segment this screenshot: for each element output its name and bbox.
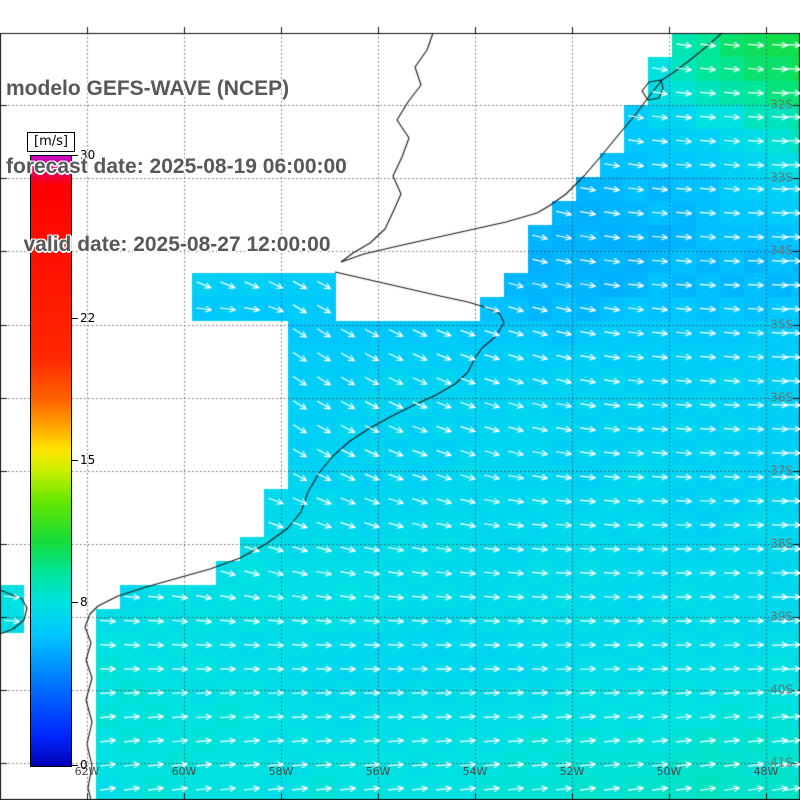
lon-label: 50W xyxy=(656,765,682,778)
model-name: modelo GEFS-WAVE (NCEP) xyxy=(6,77,290,100)
lat-label: 40S xyxy=(770,682,793,697)
lat-label: 33S xyxy=(770,170,793,185)
lon-label: 62W xyxy=(74,765,100,778)
colorbar xyxy=(30,155,72,767)
lon-label: 48W xyxy=(753,765,779,778)
colorbar-tick-label: 30 xyxy=(80,148,96,162)
colorbar-tick xyxy=(72,317,78,319)
title-block: modelo GEFS-WAVE (NCEP) forecast date: 2… xyxy=(6,24,347,310)
lat-label: 39S xyxy=(770,609,793,624)
lat-label: 37S xyxy=(770,463,793,478)
forecast-date: forecast date: 2025-08-19 06:00:00 xyxy=(6,155,347,178)
lon-label: 60W xyxy=(171,765,197,778)
colorbar-unit-label: [m/s] xyxy=(27,132,75,152)
colorbar-tick xyxy=(72,602,78,604)
lat-label: 35S xyxy=(770,317,793,332)
lat-label: 36S xyxy=(770,390,793,405)
lon-label: 58W xyxy=(268,765,294,778)
lat-label: 32S xyxy=(770,97,793,112)
colorbar-tick-label: 22 xyxy=(80,310,96,325)
lon-label: 56W xyxy=(365,765,391,778)
colorbar-tick-label: 8 xyxy=(80,595,88,610)
colorbar-tick-label: 15 xyxy=(80,453,96,467)
colorbar-tick-label: 0 xyxy=(80,758,88,772)
lat-label: 41S xyxy=(770,755,793,770)
lat-label: 34S xyxy=(770,243,793,258)
colorbar-tick xyxy=(72,765,78,766)
colorbar-tick xyxy=(72,460,78,461)
lon-label: 54W xyxy=(462,765,488,778)
lat-label: 38S xyxy=(770,536,793,551)
valid-date: valid date: 2025-08-27 12:00:00 xyxy=(6,233,331,256)
lon-label: 52W xyxy=(559,765,585,778)
colorbar-tick xyxy=(72,155,78,156)
